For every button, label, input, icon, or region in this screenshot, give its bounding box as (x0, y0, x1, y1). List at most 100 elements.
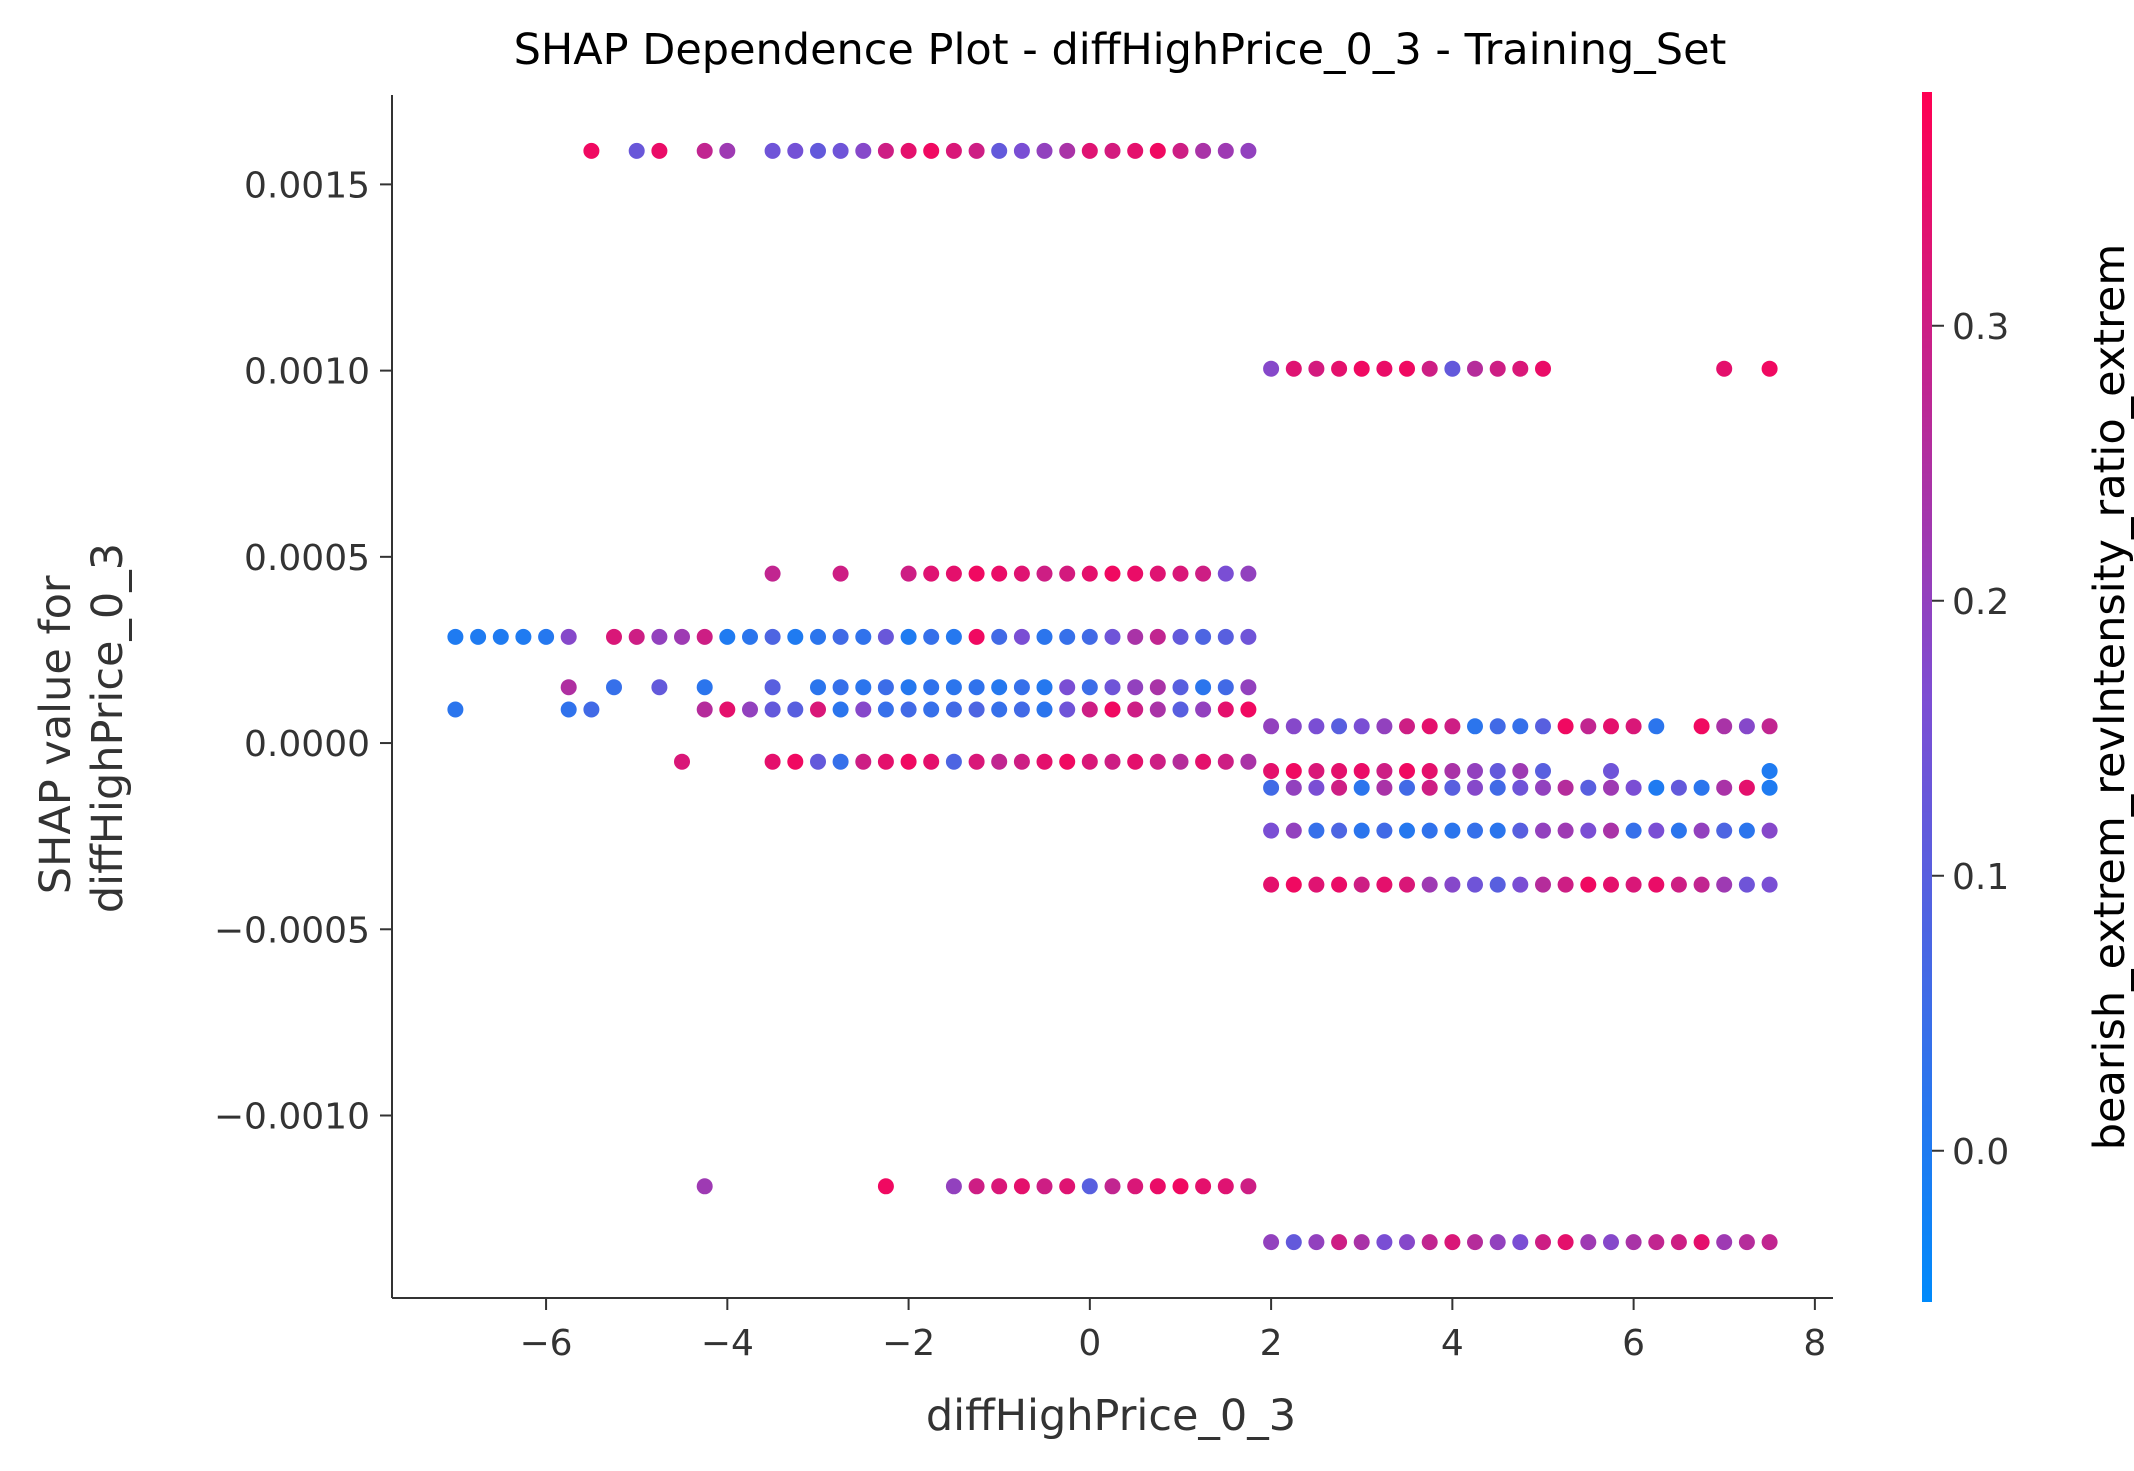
scatter-point (832, 701, 849, 718)
scatter-point (1580, 876, 1597, 893)
scatter-point (447, 701, 464, 718)
scatter-point (1625, 822, 1642, 839)
scatter-point (991, 701, 1008, 718)
scatter-point (696, 628, 713, 645)
scatter-point (1263, 779, 1280, 796)
scatter-point (1285, 779, 1302, 796)
scatter-point (1013, 701, 1030, 718)
scatter-point (1512, 718, 1529, 735)
scatter-point (1625, 876, 1642, 893)
scatter-point (923, 142, 940, 159)
scatter-point (832, 628, 849, 645)
scatter-point (1172, 565, 1189, 582)
scatter-point (1104, 142, 1121, 159)
scatter-point (1693, 1234, 1710, 1251)
scatter-point (1557, 718, 1574, 735)
scatter-point (1512, 763, 1529, 779)
scatter-point (1036, 679, 1053, 696)
scatter-point (1036, 753, 1053, 770)
scatter-point (1104, 701, 1121, 718)
scatter-point (832, 679, 849, 696)
scatter-point (1512, 360, 1529, 377)
scatter-point (764, 753, 781, 770)
scatter-point (764, 701, 781, 718)
scatter-point (1738, 718, 1755, 735)
scatter-point (696, 701, 713, 718)
scatter-point (1127, 701, 1144, 718)
y-tick-label: 0.0000 (244, 724, 370, 765)
scatter-point (1217, 701, 1234, 718)
scatter-point (1059, 565, 1076, 582)
scatter-point (1376, 822, 1393, 839)
scatter-point (1512, 876, 1529, 893)
scatter-point (1149, 142, 1166, 159)
scatter-point (1104, 565, 1121, 582)
scatter-point (1240, 628, 1257, 645)
scatter-point (1399, 718, 1415, 735)
scatter-point (1149, 628, 1166, 645)
scatter-point (606, 679, 622, 696)
x-tick-label: 4 (1441, 1323, 1464, 1364)
scatter-point (1738, 779, 1755, 796)
scatter-point (1421, 718, 1438, 735)
scatter-point (1580, 1234, 1597, 1251)
scatter-point (1240, 565, 1257, 582)
scatter-point (855, 753, 872, 770)
scatter-point (1512, 779, 1529, 796)
scatter-point (900, 701, 917, 718)
y-tick-label: 0.0015 (244, 165, 370, 206)
scatter-point (1104, 1178, 1121, 1195)
scatter-point (1353, 1234, 1370, 1251)
scatter-point (1036, 628, 1053, 645)
scatter-point (1467, 360, 1483, 377)
scatter-point (1036, 1178, 1053, 1195)
scatter-point (1013, 753, 1030, 770)
scatter-point (1104, 679, 1121, 696)
scatter-point (810, 628, 826, 645)
scatter-point (1716, 779, 1733, 796)
scatter-point (968, 753, 985, 770)
scatter-point (1648, 779, 1665, 796)
scatter-point (1195, 701, 1212, 718)
scatter-point (900, 142, 917, 159)
scatter-point (651, 628, 668, 645)
scatter-point (877, 701, 894, 718)
scatter-point (1716, 718, 1733, 735)
scatter-point (855, 628, 872, 645)
scatter-point (1648, 822, 1665, 839)
scatter-point (1489, 779, 1506, 796)
scatter-point (651, 142, 668, 159)
scatter-point (945, 1178, 962, 1195)
scatter-point (764, 679, 781, 696)
scatter-point (696, 1178, 713, 1195)
scatter-point (1195, 1178, 1212, 1195)
scatter-point (1557, 779, 1574, 796)
scatter-point (1738, 1234, 1755, 1251)
scatter-point (1625, 1234, 1642, 1251)
scatter-point (1444, 779, 1461, 796)
scatter-point (1308, 876, 1325, 893)
scatter-point (968, 701, 985, 718)
scatter-point (1263, 822, 1280, 839)
scatter-point (674, 753, 690, 770)
scatter-point (1648, 718, 1665, 735)
scatter-point (1217, 679, 1234, 696)
scatter-point (538, 628, 555, 645)
scatter-point (1195, 679, 1212, 696)
scatter-point (787, 753, 804, 770)
scatter-point (1421, 779, 1438, 796)
scatter-point (1489, 763, 1506, 779)
scatter-point (1263, 718, 1280, 735)
scatter-point (1059, 628, 1076, 645)
scatter-point (945, 628, 962, 645)
scatter-point (832, 142, 849, 159)
scatter-point (1376, 779, 1393, 796)
scatter-point (1670, 779, 1687, 796)
scatter-point (1421, 876, 1438, 893)
scatter-point (1399, 822, 1415, 839)
scatter-point (1308, 1234, 1325, 1251)
scatter-point (1240, 142, 1257, 159)
scatter-point (1603, 822, 1619, 839)
scatter-point (1444, 763, 1461, 779)
chart-title: SHAP Dependence Plot - diffHighPrice_0_3… (514, 25, 1727, 75)
